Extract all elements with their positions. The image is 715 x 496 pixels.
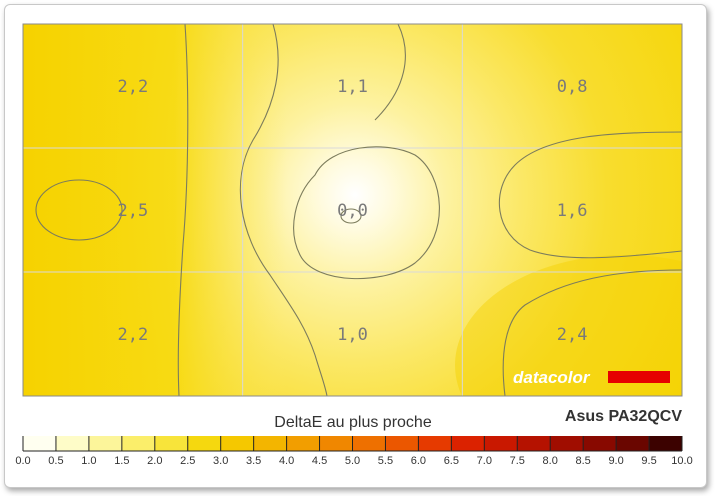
cell-value: 1,1 bbox=[337, 77, 368, 97]
cell-value: 1,0 bbox=[337, 325, 368, 345]
scale-tick-label: 6.5 bbox=[444, 455, 459, 467]
contour-line bbox=[239, 24, 328, 396]
scale-tick-label: 8.5 bbox=[576, 455, 591, 467]
scale-tick-label: 2.5 bbox=[180, 455, 195, 467]
scale-swatch bbox=[55, 436, 90, 451]
color-scale: 0.0 0.5 1.0 1.5 2.0 2.5 3.0 3.5 4.0 4.5 5.0 5.5 6.0 6… bbox=[15, 436, 693, 467]
monitor-name: Asus PA32QCV bbox=[565, 408, 682, 425]
scale-tick-label: 3.5 bbox=[246, 455, 261, 467]
contour-line bbox=[502, 269, 682, 396]
scale-tick-label: 8.0 bbox=[543, 455, 558, 467]
chart-frame: 2,2 1,1 0,8 2,5 0,0 1,6 2,2 1,0 2,4 datacolor De… bbox=[4, 4, 707, 488]
scale-swatch bbox=[418, 436, 452, 451]
cell-value: 1,6 bbox=[557, 201, 588, 221]
contour-lines bbox=[35, 24, 682, 396]
heatmap-left-band bbox=[23, 24, 682, 396]
contour-line bbox=[35, 179, 123, 241]
contour-line bbox=[340, 208, 362, 224]
brand-bar bbox=[608, 371, 670, 383]
scale-swatch bbox=[451, 436, 485, 451]
scale-swatch bbox=[484, 436, 518, 451]
contour-line bbox=[498, 131, 682, 259]
scale-swatch bbox=[220, 436, 255, 451]
uniformity-chart: 2,2 1,1 0,8 2,5 0,0 1,6 2,2 1,0 2,4 datacolor De… bbox=[15, 23, 693, 467]
contour-line bbox=[293, 146, 440, 280]
scale-tick-label: 6.0 bbox=[411, 455, 426, 467]
scale-tick-label: 0.5 bbox=[48, 455, 63, 467]
cell-value: 2,5 bbox=[117, 201, 148, 221]
scale-swatch bbox=[154, 436, 189, 451]
brand-text: datacolor bbox=[513, 368, 591, 387]
cell-value: 2,2 bbox=[117, 77, 148, 97]
heatmap-corner-hotspot bbox=[455, 255, 682, 396]
datacolor-logo: datacolor bbox=[513, 368, 670, 387]
scale-swatch bbox=[352, 436, 386, 451]
scale-tick-label: 7.0 bbox=[477, 455, 492, 467]
scale-swatch bbox=[583, 436, 617, 451]
scale-swatch bbox=[649, 436, 683, 451]
scale-swatch bbox=[550, 436, 584, 451]
contour-line bbox=[374, 24, 406, 121]
scale-swatch bbox=[517, 436, 551, 451]
scale-swatch bbox=[616, 436, 650, 451]
scale-label: DeltaE au plus proche bbox=[274, 414, 432, 431]
scale-swatch bbox=[319, 436, 353, 451]
scale-tick-label: 7.5 bbox=[510, 455, 525, 467]
cell-value: 0,0 bbox=[337, 201, 368, 221]
scale-tick-label: 9.0 bbox=[608, 455, 623, 467]
cell-values: 2,2 1,1 0,8 2,5 0,0 1,6 2,2 1,0 2,4 bbox=[117, 77, 587, 345]
scale-tick-label: 1.0 bbox=[81, 455, 96, 467]
scale-tick-label: 4.0 bbox=[279, 455, 294, 467]
scale-swatch bbox=[187, 436, 222, 451]
heatmap-area bbox=[23, 24, 682, 396]
cell-value: 0,8 bbox=[557, 77, 588, 97]
plot-border bbox=[22, 23, 683, 397]
cell-value: 2,2 bbox=[117, 325, 148, 345]
scale-tick-label: 0.0 bbox=[15, 455, 30, 467]
scale-tick-label: 1.5 bbox=[114, 455, 129, 467]
scale-tick-label: 2.0 bbox=[147, 455, 162, 467]
scale-tick-label: 4.5 bbox=[312, 455, 327, 467]
contour-line bbox=[177, 24, 189, 396]
scale-swatch bbox=[385, 436, 419, 451]
grid-lines bbox=[23, 24, 682, 396]
scale-swatch bbox=[23, 436, 57, 451]
scale-swatch bbox=[253, 436, 288, 451]
scale-tick-label: 9.5 bbox=[641, 455, 656, 467]
scale-tick-label: 10.0 bbox=[671, 455, 692, 467]
scale-swatch bbox=[121, 436, 156, 451]
scale-swatch bbox=[286, 436, 321, 451]
scale-tick-label: 3.0 bbox=[213, 455, 228, 467]
scale-tick-label: 5.0 bbox=[345, 455, 360, 467]
scale-swatch bbox=[88, 436, 123, 451]
scale-tick-label: 5.5 bbox=[378, 455, 393, 467]
cell-value: 2,4 bbox=[557, 325, 588, 345]
